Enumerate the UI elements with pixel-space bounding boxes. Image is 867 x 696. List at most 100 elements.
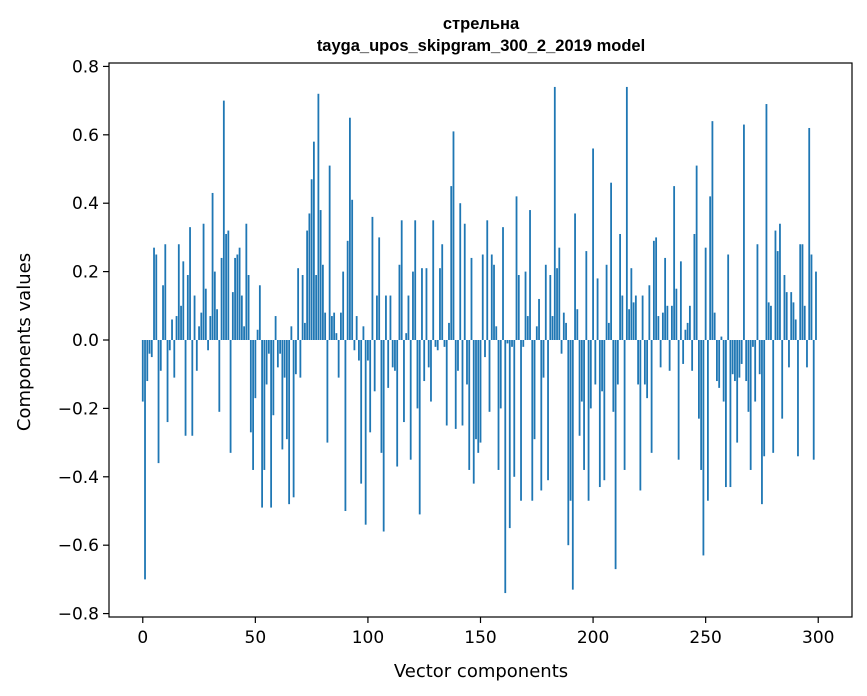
bar-39 bbox=[229, 340, 232, 453]
x-axis-label: Vector components bbox=[394, 661, 568, 682]
bar-116 bbox=[403, 340, 405, 423]
bar-72 bbox=[303, 322, 306, 340]
bar-44 bbox=[240, 295, 243, 340]
bar-105 bbox=[378, 237, 381, 340]
bar-215 bbox=[625, 86, 628, 340]
bar-259 bbox=[725, 340, 727, 488]
bar-146 bbox=[470, 257, 473, 340]
bar-291 bbox=[797, 340, 799, 457]
x-tick-label: 50 bbox=[245, 628, 267, 648]
bar-12 bbox=[168, 340, 171, 351]
bar-138 bbox=[452, 131, 455, 340]
bar-107 bbox=[382, 340, 385, 532]
bar-289 bbox=[792, 302, 795, 340]
bar-63 bbox=[283, 340, 286, 378]
bar-7 bbox=[157, 340, 160, 464]
y-axis-label: Components values bbox=[14, 253, 35, 431]
bar-134 bbox=[443, 340, 446, 347]
bar-221 bbox=[639, 340, 642, 491]
bar-223 bbox=[643, 340, 646, 385]
bar-167 bbox=[517, 275, 520, 340]
bar-185 bbox=[558, 247, 561, 340]
bar-144 bbox=[466, 340, 468, 385]
bar-284 bbox=[781, 340, 784, 419]
bar-296 bbox=[808, 127, 811, 340]
bar-85 bbox=[333, 312, 336, 340]
bar-201 bbox=[594, 340, 597, 385]
bar-2 bbox=[146, 340, 149, 382]
bar-281 bbox=[774, 230, 777, 340]
bar-40 bbox=[231, 292, 234, 340]
bar-37 bbox=[225, 233, 227, 340]
bar-283 bbox=[779, 223, 781, 340]
bar-114 bbox=[398, 264, 401, 340]
bar-162 bbox=[506, 340, 509, 344]
bar-35 bbox=[220, 257, 223, 340]
bar-166 bbox=[515, 196, 518, 340]
bar-279 bbox=[770, 305, 772, 340]
bar-175 bbox=[535, 326, 538, 340]
bar-57 bbox=[270, 340, 273, 508]
y-tick-label: 0.4 bbox=[72, 194, 99, 214]
bar-258 bbox=[722, 340, 725, 402]
bar-119 bbox=[409, 340, 412, 460]
bar-198 bbox=[587, 340, 590, 501]
bar-277 bbox=[765, 104, 768, 340]
bar-78 bbox=[317, 93, 320, 340]
bar-154 bbox=[488, 340, 491, 412]
bar-98 bbox=[362, 326, 365, 340]
bar-233 bbox=[666, 305, 669, 340]
bar-218 bbox=[632, 302, 635, 340]
bar-290 bbox=[794, 319, 797, 340]
bar-59 bbox=[274, 316, 277, 340]
bar-30 bbox=[209, 316, 212, 340]
x-tick-label: 0 bbox=[137, 628, 148, 648]
bar-226 bbox=[650, 340, 653, 453]
bar-115 bbox=[400, 220, 403, 340]
chart-subtitle: tayga_upos_skipgram_300_2_2019 model bbox=[317, 37, 645, 55]
bar-260 bbox=[727, 254, 730, 340]
bar-109 bbox=[387, 340, 390, 388]
bar-140 bbox=[457, 340, 459, 371]
bar-94 bbox=[353, 340, 356, 351]
bar-5 bbox=[153, 247, 155, 340]
bar-256 bbox=[718, 340, 721, 388]
bar-170 bbox=[524, 271, 527, 340]
bar-148 bbox=[475, 340, 477, 440]
y-tick-label: 0.2 bbox=[72, 263, 99, 283]
bar-150 bbox=[479, 340, 482, 443]
bar-38 bbox=[227, 230, 230, 340]
bar-127 bbox=[427, 340, 430, 368]
bar-253 bbox=[711, 121, 714, 340]
bar-265 bbox=[738, 340, 741, 378]
bar-217 bbox=[630, 268, 633, 340]
bar-278 bbox=[767, 302, 770, 340]
bar-156 bbox=[493, 264, 495, 340]
bar-234 bbox=[668, 340, 671, 371]
x-tick-label: 200 bbox=[577, 628, 609, 648]
bar-270 bbox=[749, 340, 752, 470]
x-tick-label: 300 bbox=[802, 628, 834, 648]
bar-186 bbox=[560, 340, 563, 354]
bar-106 bbox=[380, 340, 383, 453]
bar-266 bbox=[740, 340, 743, 364]
y-axis-ticks: −0.8 −0.6 −0.4 −0.2 0.0 0.2 0.4 0.6 0.8 bbox=[58, 57, 109, 625]
bar-276 bbox=[763, 340, 766, 457]
bar-130 bbox=[434, 340, 437, 347]
bar-16 bbox=[177, 244, 180, 340]
bar-75 bbox=[310, 179, 313, 340]
bar-49 bbox=[252, 340, 254, 470]
bar-177 bbox=[540, 340, 543, 491]
bar-236 bbox=[673, 186, 676, 340]
bar-112 bbox=[394, 340, 396, 371]
y-tick-label: −0.4 bbox=[58, 468, 99, 488]
bar-193 bbox=[576, 309, 579, 340]
x-tick-label: 100 bbox=[352, 628, 384, 648]
bar-6 bbox=[155, 254, 158, 340]
bar-50 bbox=[254, 340, 257, 399]
bar-77 bbox=[315, 275, 318, 340]
bar-76 bbox=[312, 141, 315, 340]
bar-199 bbox=[589, 340, 592, 409]
bar-58 bbox=[272, 340, 275, 416]
bar-137 bbox=[450, 186, 453, 340]
